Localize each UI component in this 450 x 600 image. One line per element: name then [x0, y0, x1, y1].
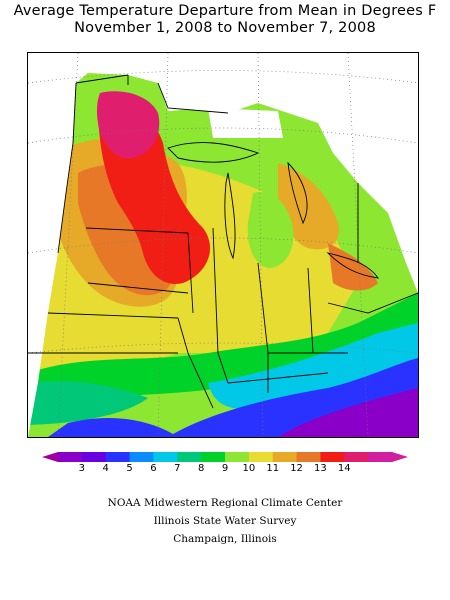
colorbar-tick-label: 14	[337, 463, 351, 474]
colorbar-segment	[129, 452, 154, 462]
colorbar-tick-label: 11	[266, 463, 280, 474]
map-title: Average Temperature Departure from Mean …	[0, 3, 450, 37]
colorbar-tick-label: 13	[314, 463, 327, 474]
colorbar-segment	[201, 452, 226, 462]
colorbar-segment	[248, 452, 274, 462]
credits: NOAA Midwestern Regional Climate Center …	[0, 494, 450, 548]
colorbar-low-arrow	[42, 452, 58, 462]
colorbar-svg	[42, 452, 408, 462]
colorbar-segment	[225, 452, 250, 462]
credit-line-2: Illinois State Water Survey	[153, 515, 297, 527]
colorbar-tick-label: 7	[174, 463, 181, 474]
colorbar-tick-label: 6	[150, 463, 157, 474]
colorbar-segment	[272, 452, 298, 462]
colorbar-tick-label: 8	[197, 463, 205, 474]
colorbar-segment	[153, 452, 178, 462]
colorbar-tick-label: 10	[242, 463, 256, 474]
colorbar-high-arrow	[392, 452, 408, 462]
temperature-contours	[28, 53, 418, 437]
colorbar-segment	[320, 452, 345, 462]
colorbar-tick-label: 5	[126, 463, 133, 474]
credit-line-1: NOAA Midwestern Regional Climate Center	[107, 497, 343, 509]
colorbar-segment	[296, 452, 321, 462]
colorbar-tick-label: 12	[290, 463, 303, 474]
map-svg	[28, 53, 418, 437]
colorbar-tick-label: 3	[78, 463, 86, 474]
colorbar-segment	[105, 452, 131, 462]
title-line-1: Average Temperature Departure from Mean …	[13, 3, 437, 19]
colorbar-segment	[368, 452, 393, 462]
colorbar-tick-label: 4	[102, 463, 109, 474]
colorbar-segment	[58, 452, 83, 462]
colorbar-tick-label: 9	[221, 463, 229, 474]
state-boundaries	[28, 74, 418, 409]
colorbar-segment	[177, 452, 202, 462]
colorbar-segment	[344, 452, 369, 462]
temperature-map	[27, 52, 419, 438]
credit-line-3: Champaign, Illinois	[173, 533, 277, 545]
temperature-departure-colorbar	[42, 451, 408, 481]
great-lakes	[167, 142, 379, 279]
colorbar-segment	[81, 452, 107, 462]
title-line-2: November 1, 2008 to November 7, 2008	[74, 20, 376, 36]
